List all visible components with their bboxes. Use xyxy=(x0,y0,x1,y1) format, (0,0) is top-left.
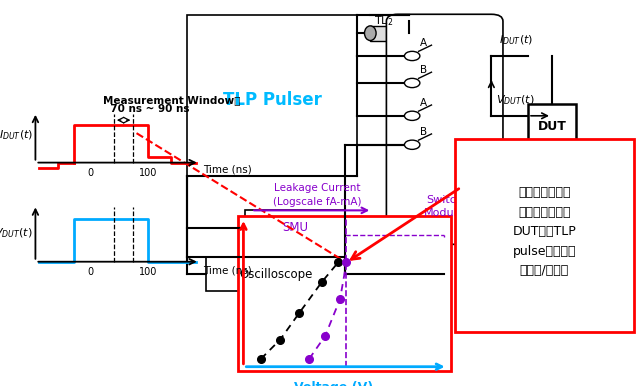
Text: $V_{DUT}(t)$: $V_{DUT}(t)$ xyxy=(0,226,33,240)
Text: Oscilloscope: Oscilloscope xyxy=(239,267,312,281)
Circle shape xyxy=(404,140,420,149)
Text: Measurement Window：: Measurement Window： xyxy=(103,95,241,105)
Text: 漏电流曲线出现
明显偏折，说明
DUT在该TLP
pulse作用下发
生损伤/损坏。: 漏电流曲线出现 明显偏折，说明 DUT在该TLP pulse作用下发 生损伤/损… xyxy=(513,186,576,277)
Text: 0: 0 xyxy=(87,267,93,278)
FancyBboxPatch shape xyxy=(187,15,357,176)
Ellipse shape xyxy=(365,26,376,41)
Text: Time (ns): Time (ns) xyxy=(203,265,252,275)
Text: TL$_2$: TL$_2$ xyxy=(374,14,393,28)
Text: B: B xyxy=(420,127,428,137)
Text: A: A xyxy=(420,98,428,108)
Text: Switch
Module: Switch Module xyxy=(424,195,465,218)
Text: DUT: DUT xyxy=(538,120,566,133)
FancyBboxPatch shape xyxy=(455,139,634,332)
Text: 70 ns ~ 90 ns: 70 ns ~ 90 ns xyxy=(103,103,189,113)
FancyBboxPatch shape xyxy=(370,26,409,41)
FancyBboxPatch shape xyxy=(238,216,451,371)
Text: B: B xyxy=(420,65,428,75)
Text: A: A xyxy=(420,38,428,48)
Text: $I_{DUT}(t)$: $I_{DUT}(t)$ xyxy=(0,129,33,142)
Text: Voltage (V): Voltage (V) xyxy=(294,381,374,386)
Circle shape xyxy=(404,51,420,61)
Text: TLP Pulser: TLP Pulser xyxy=(223,91,322,109)
Text: $V_{DUT}(t)$: $V_{DUT}(t)$ xyxy=(496,93,535,107)
Text: Time (ns): Time (ns) xyxy=(203,164,252,174)
Text: $I_{DUT}(t)$: $I_{DUT}(t)$ xyxy=(499,34,533,47)
Circle shape xyxy=(404,78,420,88)
FancyBboxPatch shape xyxy=(386,14,503,244)
Text: SMU: SMU xyxy=(282,221,308,234)
Text: 100: 100 xyxy=(139,267,157,278)
FancyBboxPatch shape xyxy=(206,257,345,291)
Text: 100: 100 xyxy=(139,168,157,178)
FancyBboxPatch shape xyxy=(528,104,576,149)
Text: Leakage Current
(Logscale fA-mA): Leakage Current (Logscale fA-mA) xyxy=(272,183,361,207)
Circle shape xyxy=(404,111,420,120)
FancyBboxPatch shape xyxy=(245,210,345,245)
Text: 0: 0 xyxy=(87,168,93,178)
